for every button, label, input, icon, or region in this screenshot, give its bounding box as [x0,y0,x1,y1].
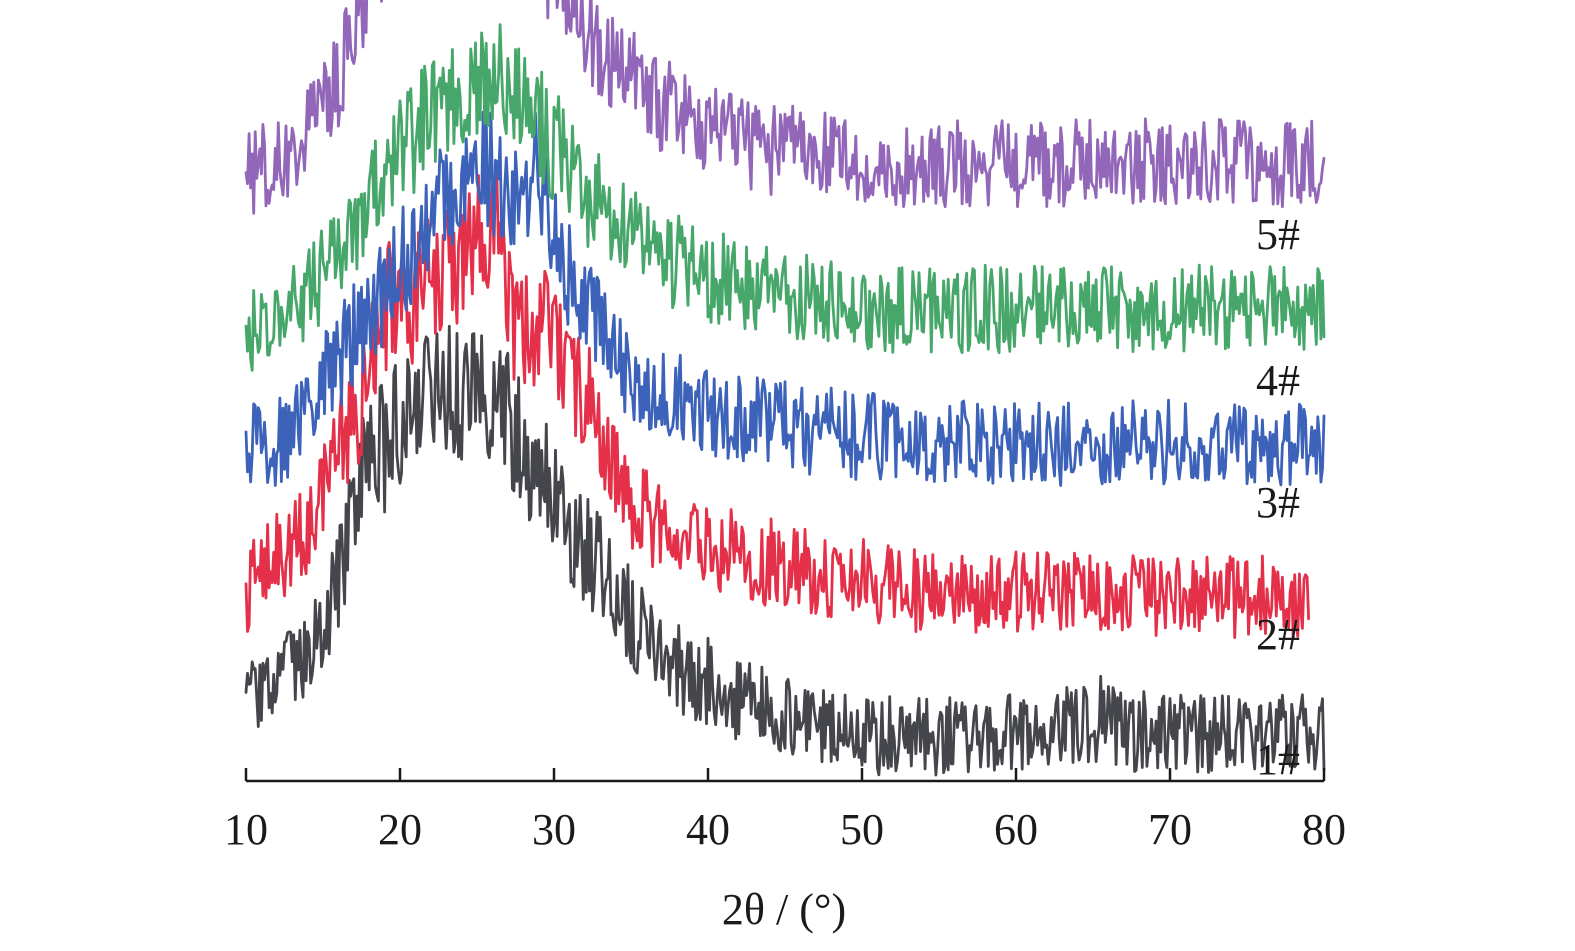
x-tick-label-30: 30 [532,805,576,854]
x-tick-label-10: 10 [224,805,268,854]
x-tick-label-70: 70 [1148,805,1192,854]
series-layer [244,0,1326,777]
x-tick-label-20: 20 [378,805,422,854]
series-line-3 [244,110,1326,487]
series-label-4: 4# [1256,356,1300,405]
x-axis-title: 2θ / (°) [722,885,846,934]
x-tick-label-80: 80 [1302,805,1346,854]
series-line-5 [244,0,1326,215]
series-label-1: 1# [1256,735,1300,784]
series-label-3: 3# [1256,478,1300,527]
x-tick-label-60: 60 [994,805,1038,854]
x-tick-label-50: 50 [840,805,884,854]
x-ticks: 10 20 30 40 50 60 70 80 [224,768,1346,854]
series-label-2: 2# [1256,610,1300,659]
x-tick-label-40: 40 [686,805,730,854]
series-labels: 1# 2# 3# 4# 5# [1256,210,1300,784]
series-line-4 [244,23,1326,372]
series-line-2 [244,170,1310,641]
series-line-1 [244,324,1326,777]
series-label-5: 5# [1256,210,1300,259]
